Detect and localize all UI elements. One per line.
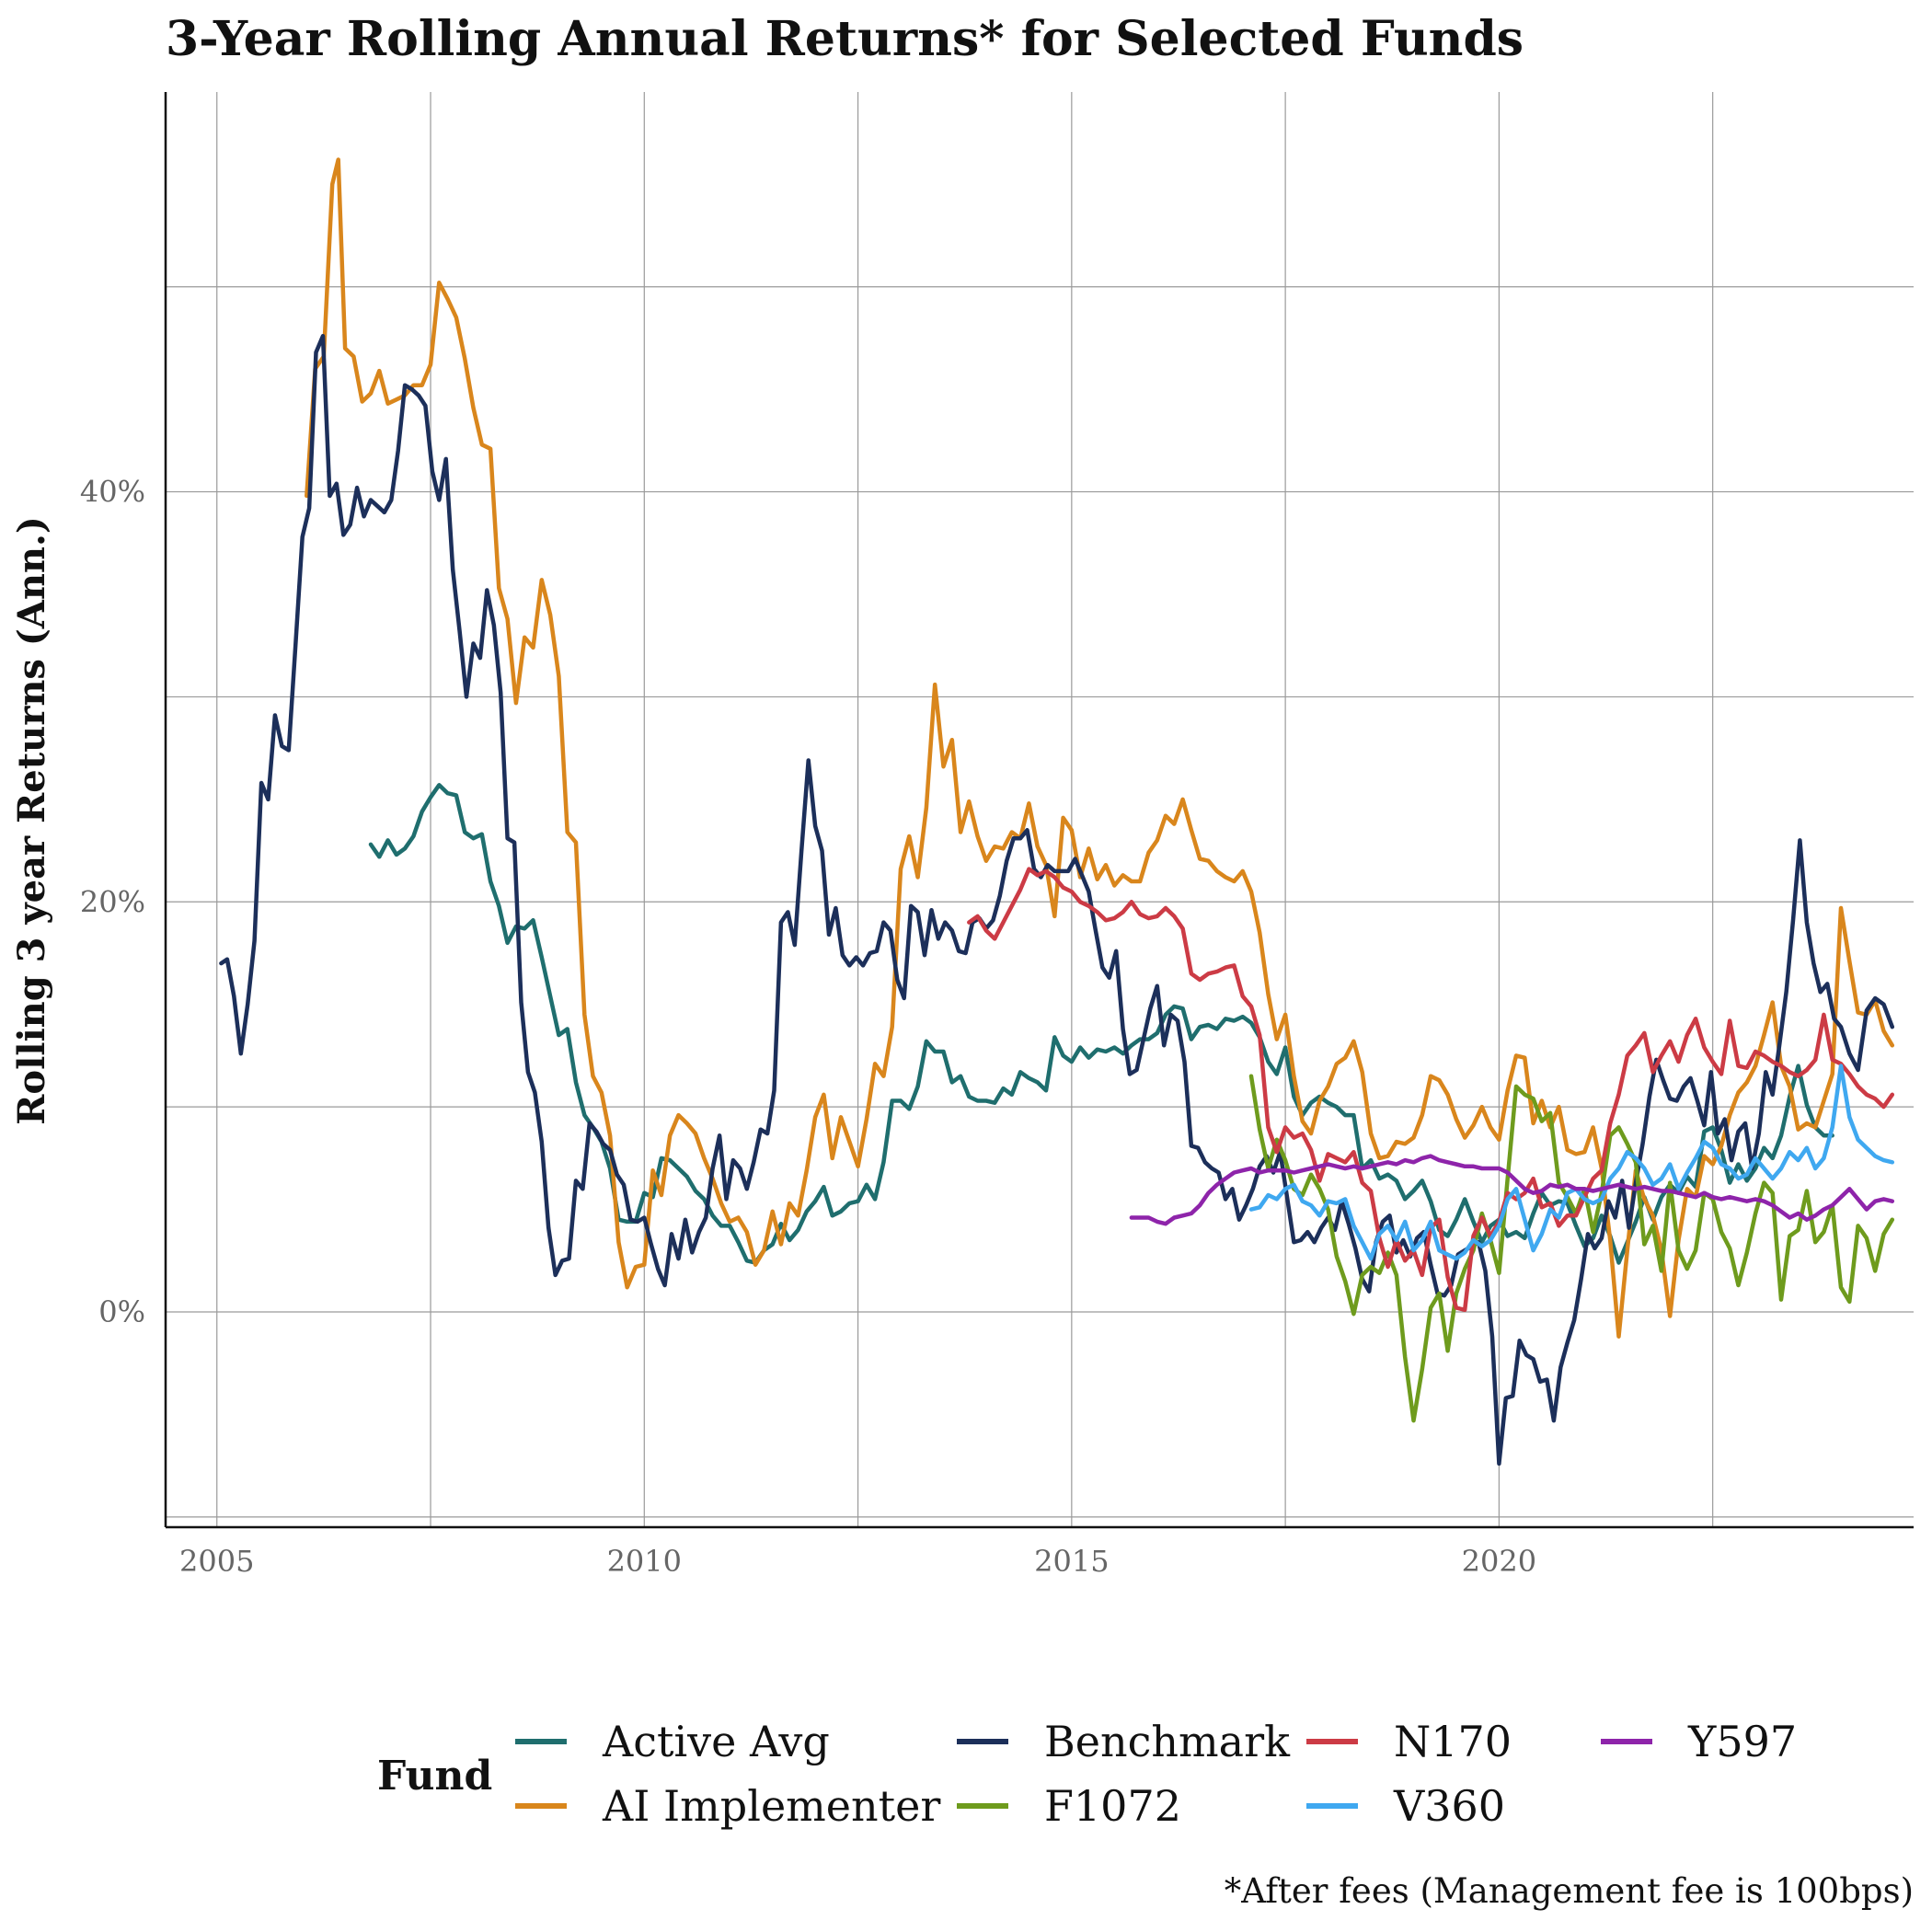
axes: 2005 2010 2015 2020 0% 20% 40% (80, 92, 1914, 1579)
legend-title: Fund (377, 1753, 492, 1800)
series-line (1129, 1154, 1895, 1226)
x-tick-label: 2020 (1462, 1544, 1536, 1579)
series-line (967, 867, 1895, 1313)
x-tick-label: 2010 (607, 1544, 682, 1579)
legend-label: Benchmark (1044, 1717, 1291, 1766)
series-line (1248, 1074, 1895, 1423)
legend-label: Active Avg (602, 1717, 830, 1766)
legend-label: AI Implementer (602, 1781, 940, 1831)
grid (166, 92, 1914, 1527)
legend-label: Y597 (1687, 1717, 1797, 1766)
x-tick-label: 2015 (1034, 1544, 1109, 1579)
y-axis-label: Rolling 3 year Returns (Ann.) (10, 516, 53, 1125)
legend-label: F1072 (1044, 1781, 1181, 1831)
series-line (219, 333, 1895, 1466)
chart-title: 3-Year Rolling Annual Returns* for Selec… (166, 11, 1524, 67)
legend: Fund Active Avg AI Implementer Benchmark F1… (377, 1717, 1797, 1831)
series-line (305, 157, 1895, 1339)
y-tick-label: 40% (80, 475, 145, 510)
series-line (1248, 1064, 1895, 1261)
series-line (368, 783, 1834, 1265)
x-tick-label: 2005 (179, 1544, 254, 1579)
legend-label: N170 (1394, 1717, 1512, 1766)
y-tick-label: 20% (80, 884, 145, 919)
legend-label: V360 (1393, 1781, 1505, 1831)
y-tick-label: 0% (98, 1294, 145, 1329)
caption: *After fees (Management fee is 100bps) (1225, 1871, 1914, 1911)
series-layer (219, 157, 1895, 1466)
